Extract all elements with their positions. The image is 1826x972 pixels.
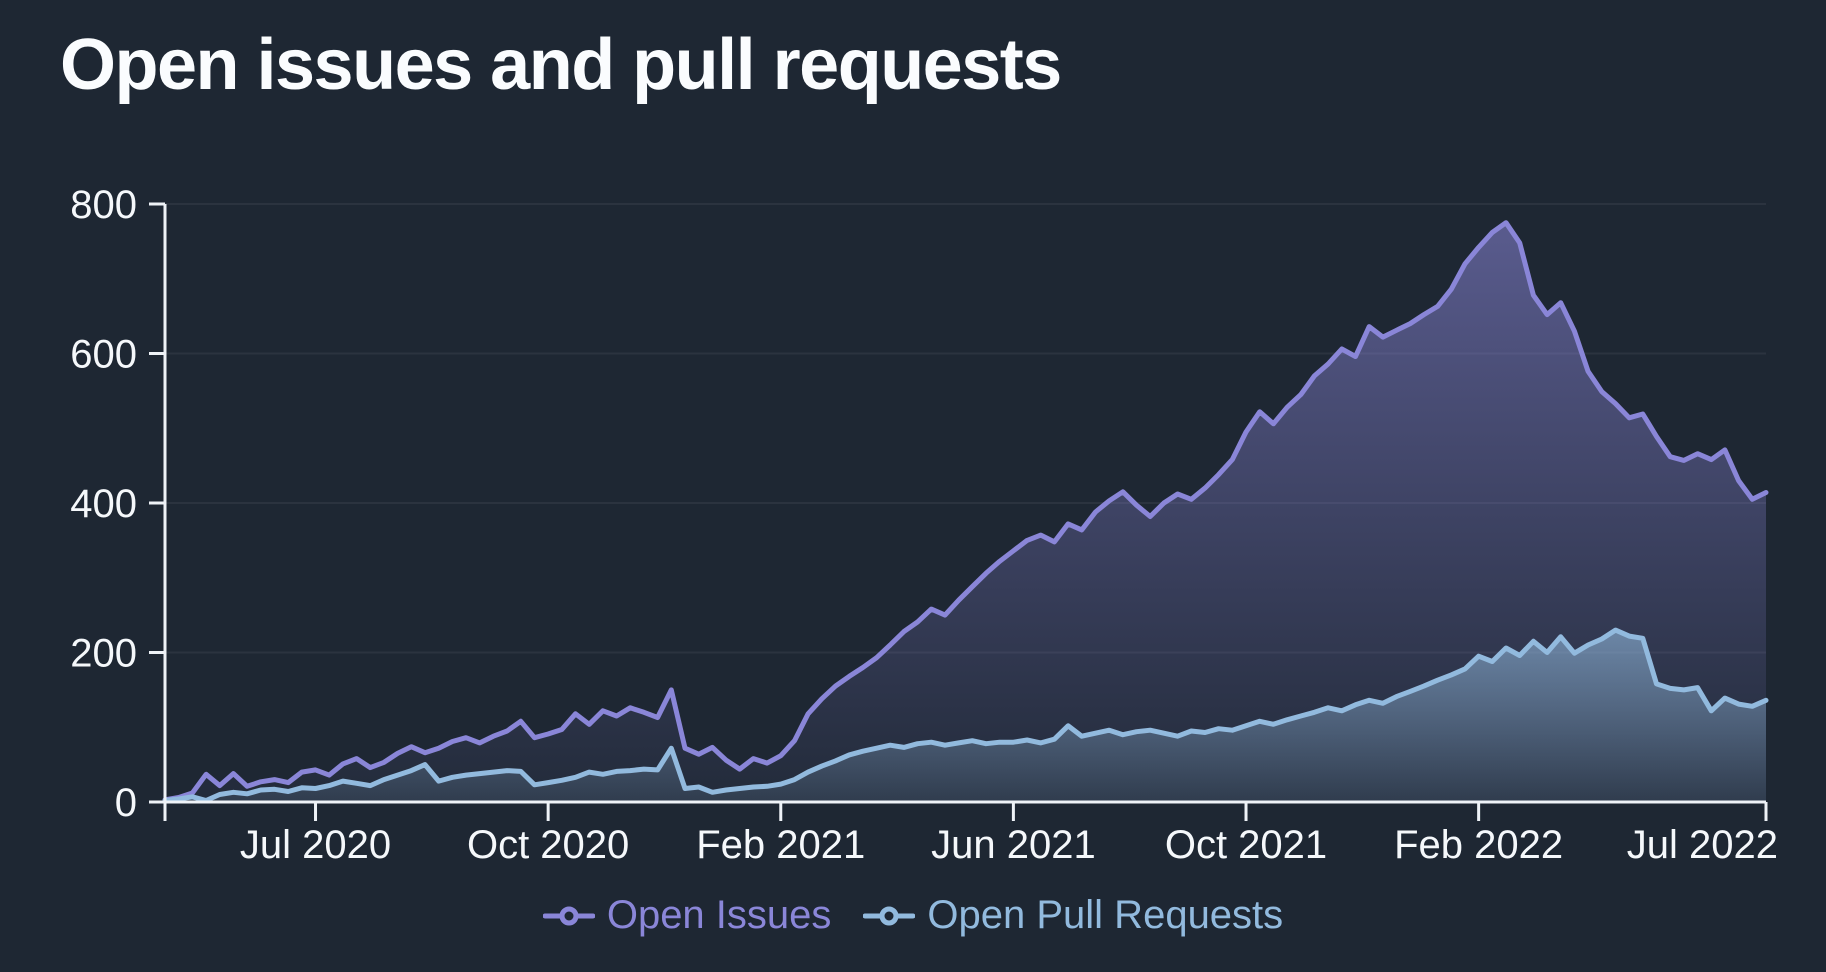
legend-item-open-issues[interactable]: Open Issues — [542, 893, 832, 938]
axes: 0 200 400 600 800 Jul 2020 Oct 2020 Feb 2021 Jun… — [70, 183, 1778, 867]
legend-label: Open Pull Requests — [927, 893, 1284, 937]
area-open-pull-requests — [165, 630, 1766, 802]
legend-item-open-pull-requests[interactable]: Open Pull Requests — [863, 893, 1283, 938]
chart-legend: Open Issues Open Pull Requests — [0, 893, 1826, 938]
x-tick-label-oct-2021: Oct 2021 — [1165, 823, 1327, 867]
x-tick-label-jul-2020: Jul 2020 — [240, 823, 391, 867]
legend-label: Open Issues — [606, 893, 832, 937]
legend-line-circle-icon — [863, 906, 916, 925]
y-tick-label-800: 800 — [70, 183, 137, 227]
x-tick-label-jun-2021: Jun 2021 — [931, 823, 1096, 867]
y-tick-label-400: 400 — [70, 482, 137, 526]
x-tick-label-jul-2022: Jul 2022 — [1627, 823, 1778, 867]
legend-line-circle-icon — [542, 906, 595, 925]
y-tick-label-600: 600 — [70, 333, 137, 377]
area-open-issues — [165, 222, 1766, 802]
y-tick-label-200: 200 — [70, 632, 137, 676]
x-tick-label-feb-2021: Feb 2021 — [696, 823, 865, 867]
x-tick-label-feb-2022: Feb 2022 — [1394, 823, 1563, 867]
x-tick-label-oct-2020: Oct 2020 — [467, 823, 629, 867]
line-open-issues — [162, 220, 1769, 803]
chart-title: Open issues and pull requests — [60, 25, 1062, 105]
line-open-pull-requests — [162, 627, 1769, 803]
y-tick-label-0: 0 — [115, 781, 137, 825]
